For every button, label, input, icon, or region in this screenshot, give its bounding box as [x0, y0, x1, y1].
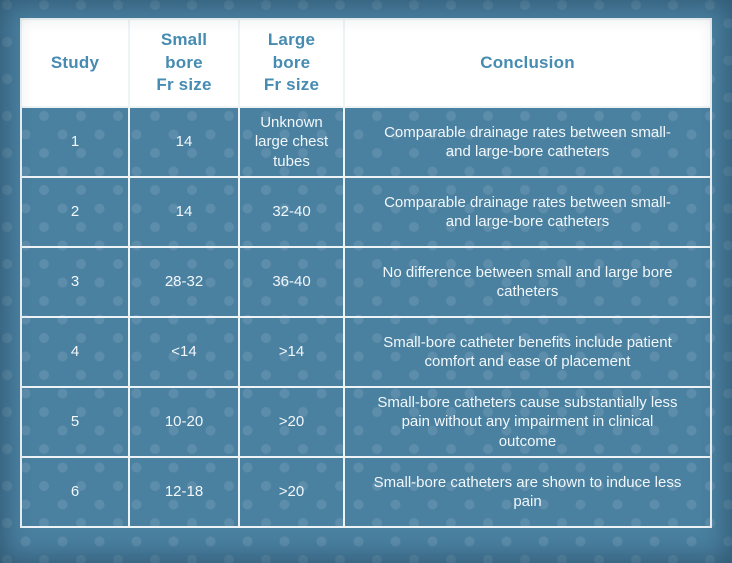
large-bore-cell: Unknown large chest tubes	[238, 106, 345, 178]
small-bore-cell: 28-32	[128, 246, 240, 318]
column-header-large-bore: Large bore Fr size	[238, 18, 345, 108]
small-bore-cell: 14	[128, 176, 240, 248]
study-cell: 2	[20, 176, 130, 248]
small-bore-cell: 12-18	[128, 456, 240, 528]
conclusion-cell: Small-bore catheter benefits include pat…	[343, 316, 712, 388]
table-row: 2 14 32-40 Comparable drainage rates bet…	[20, 176, 712, 248]
table-row: 1 14 Unknown large chest tubes Comparabl…	[20, 106, 712, 178]
table-row: 6 12-18 >20 Small-bore catheters are sho…	[20, 456, 712, 528]
large-bore-cell: 32-40	[238, 176, 345, 248]
table-row: 5 10-20 >20 Small-bore catheters cause s…	[20, 386, 712, 458]
large-bore-cell: >20	[238, 456, 345, 528]
study-cell: 5	[20, 386, 130, 458]
study-cell: 3	[20, 246, 130, 318]
large-bore-cell: 36-40	[238, 246, 345, 318]
conclusion-cell: Small-bore catheters cause substantially…	[343, 386, 712, 458]
table-row: 4 <14 >14 Small-bore catheter benefits i…	[20, 316, 712, 388]
small-bore-cell: <14	[128, 316, 240, 388]
conclusion-cell: Comparable drainage rates between small-…	[343, 106, 712, 178]
table-row: 3 28-32 36-40 No difference between smal…	[20, 246, 712, 318]
small-bore-cell: 14	[128, 106, 240, 178]
study-cell: 4	[20, 316, 130, 388]
header-row: Study Small bore Fr size Large bore Fr s…	[20, 18, 712, 108]
conclusion-cell: Small-bore catheters are shown to induce…	[343, 456, 712, 528]
large-bore-cell: >20	[238, 386, 345, 458]
column-header-conclusion: Conclusion	[343, 18, 712, 108]
catheter-comparison-table: Study Small bore Fr size Large bore Fr s…	[20, 18, 712, 528]
study-cell: 6	[20, 456, 130, 528]
large-bore-cell: >14	[238, 316, 345, 388]
conclusion-cell: No difference between small and large bo…	[343, 246, 712, 318]
column-header-small-bore: Small bore Fr size	[128, 18, 240, 108]
study-cell: 1	[20, 106, 130, 178]
small-bore-cell: 10-20	[128, 386, 240, 458]
column-header-study: Study	[20, 18, 130, 108]
conclusion-cell: Comparable drainage rates between small-…	[343, 176, 712, 248]
